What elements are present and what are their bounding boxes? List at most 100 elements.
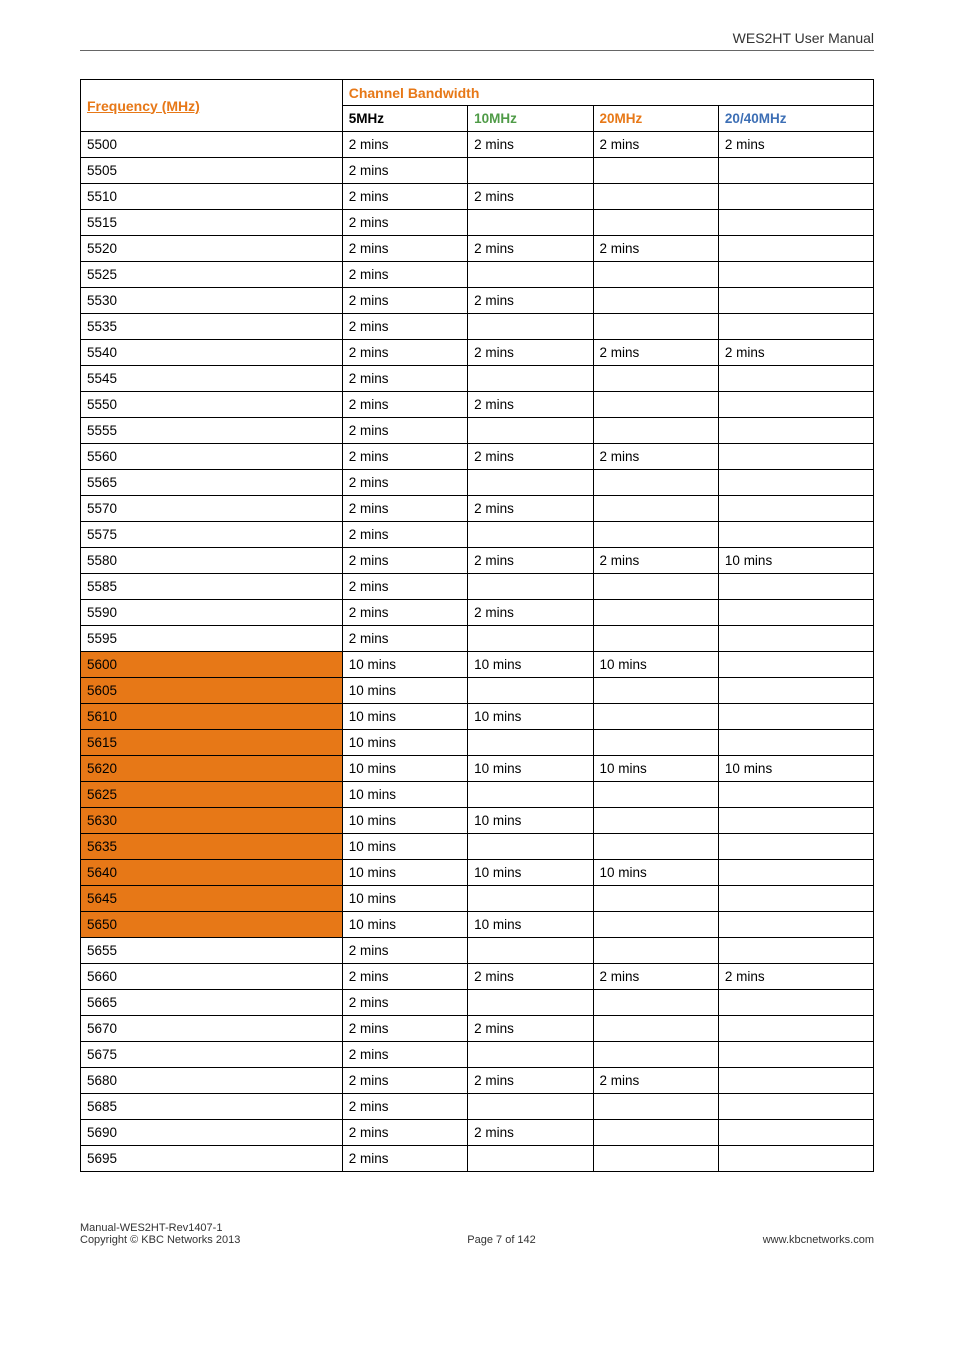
value-cell: 2 mins bbox=[342, 444, 467, 470]
table-row: 55402 mins2 mins2 mins2 mins bbox=[81, 340, 874, 366]
value-cell bbox=[718, 366, 873, 392]
value-cell bbox=[718, 834, 873, 860]
value-cell: 2 mins bbox=[342, 1016, 467, 1042]
table-row: 560010 mins10 mins10 mins bbox=[81, 652, 874, 678]
value-cell: 2 mins bbox=[342, 938, 467, 964]
value-cell: 2 mins bbox=[468, 1016, 593, 1042]
value-cell bbox=[593, 314, 718, 340]
value-cell bbox=[593, 626, 718, 652]
value-cell: 10 mins bbox=[468, 808, 593, 834]
bw-header: Channel Bandwidth bbox=[342, 80, 873, 106]
value-cell: 2 mins bbox=[468, 392, 593, 418]
freq-cell: 5685 bbox=[81, 1094, 343, 1120]
value-cell: 2 mins bbox=[468, 184, 593, 210]
value-cell bbox=[718, 1068, 873, 1094]
table-row: 565010 mins10 mins bbox=[81, 912, 874, 938]
freq-cell: 5620 bbox=[81, 756, 343, 782]
value-cell bbox=[593, 782, 718, 808]
value-cell: 10 mins bbox=[468, 756, 593, 782]
value-cell bbox=[468, 522, 593, 548]
freq-cell: 5645 bbox=[81, 886, 343, 912]
freq-cell: 5690 bbox=[81, 1120, 343, 1146]
footer-manual: Manual-WES2HT-Rev1407-1 bbox=[80, 1222, 240, 1234]
freq-cell: 5660 bbox=[81, 964, 343, 990]
freq-cell: 5560 bbox=[81, 444, 343, 470]
freq-cell: 5525 bbox=[81, 262, 343, 288]
value-cell: 2 mins bbox=[342, 158, 467, 184]
value-cell bbox=[593, 704, 718, 730]
value-cell bbox=[593, 600, 718, 626]
value-cell bbox=[593, 912, 718, 938]
table-row: 55302 mins2 mins bbox=[81, 288, 874, 314]
bandwidth-table: Frequency (MHz) Channel Bandwidth 5MHz 1… bbox=[80, 79, 874, 1172]
table-row: 55902 mins2 mins bbox=[81, 600, 874, 626]
value-cell: 10 mins bbox=[342, 886, 467, 912]
table-row: 563010 mins10 mins bbox=[81, 808, 874, 834]
value-cell: 2 mins bbox=[342, 496, 467, 522]
value-cell bbox=[718, 1120, 873, 1146]
table-row: 55202 mins2 mins2 mins bbox=[81, 236, 874, 262]
value-cell bbox=[468, 158, 593, 184]
freq-cell: 5520 bbox=[81, 236, 343, 262]
value-cell: 2 mins bbox=[593, 1068, 718, 1094]
value-cell: 2 mins bbox=[342, 626, 467, 652]
footer-copyright: Copyright © KBC Networks 2013 bbox=[80, 1234, 240, 1246]
col-5mhz: 5MHz bbox=[342, 106, 467, 132]
table-row: 55152 mins bbox=[81, 210, 874, 236]
value-cell: 2 mins bbox=[468, 1120, 593, 1146]
value-cell bbox=[468, 990, 593, 1016]
value-cell: 10 mins bbox=[342, 860, 467, 886]
table-row: 56802 mins2 mins2 mins bbox=[81, 1068, 874, 1094]
value-cell: 2 mins bbox=[468, 236, 593, 262]
value-cell bbox=[718, 886, 873, 912]
value-cell: 2 mins bbox=[468, 964, 593, 990]
freq-cell: 5605 bbox=[81, 678, 343, 704]
freq-cell: 5565 bbox=[81, 470, 343, 496]
freq-cell: 5650 bbox=[81, 912, 343, 938]
value-cell: 2 mins bbox=[342, 392, 467, 418]
value-cell bbox=[718, 522, 873, 548]
value-cell: 2 mins bbox=[718, 340, 873, 366]
value-cell bbox=[468, 730, 593, 756]
value-cell: 2 mins bbox=[468, 496, 593, 522]
header-title: WES2HT User Manual bbox=[733, 30, 874, 46]
table-row: 56952 mins bbox=[81, 1146, 874, 1172]
value-cell: 2 mins bbox=[468, 288, 593, 314]
table-row: 55102 mins2 mins bbox=[81, 184, 874, 210]
table-row: 55502 mins2 mins bbox=[81, 392, 874, 418]
freq-cell: 5665 bbox=[81, 990, 343, 1016]
table-row: 55752 mins bbox=[81, 522, 874, 548]
value-cell: 2 mins bbox=[342, 964, 467, 990]
freq-cell: 5545 bbox=[81, 366, 343, 392]
value-cell bbox=[593, 808, 718, 834]
value-cell bbox=[468, 678, 593, 704]
value-cell bbox=[718, 1146, 873, 1172]
value-cell: 2 mins bbox=[342, 1120, 467, 1146]
value-cell: 10 mins bbox=[468, 860, 593, 886]
value-cell bbox=[718, 704, 873, 730]
table-row: 55252 mins bbox=[81, 262, 874, 288]
freq-cell: 5535 bbox=[81, 314, 343, 340]
value-cell: 2 mins bbox=[593, 236, 718, 262]
value-cell: 2 mins bbox=[342, 236, 467, 262]
value-cell: 10 mins bbox=[468, 912, 593, 938]
value-cell bbox=[593, 210, 718, 236]
table-row: 55052 mins bbox=[81, 158, 874, 184]
value-cell bbox=[468, 886, 593, 912]
freq-cell: 5505 bbox=[81, 158, 343, 184]
table-row: 56702 mins2 mins bbox=[81, 1016, 874, 1042]
value-cell bbox=[593, 1094, 718, 1120]
value-cell bbox=[593, 184, 718, 210]
value-cell: 2 mins bbox=[593, 340, 718, 366]
value-cell bbox=[593, 158, 718, 184]
table-row: 55652 mins bbox=[81, 470, 874, 496]
value-cell bbox=[718, 574, 873, 600]
value-cell: 10 mins bbox=[468, 652, 593, 678]
value-cell: 2 mins bbox=[342, 262, 467, 288]
freq-cell: 5575 bbox=[81, 522, 343, 548]
freq-cell: 5610 bbox=[81, 704, 343, 730]
freq-header: Frequency (MHz) bbox=[81, 80, 343, 132]
value-cell: 10 mins bbox=[593, 756, 718, 782]
value-cell: 10 mins bbox=[342, 808, 467, 834]
value-cell: 10 mins bbox=[342, 652, 467, 678]
